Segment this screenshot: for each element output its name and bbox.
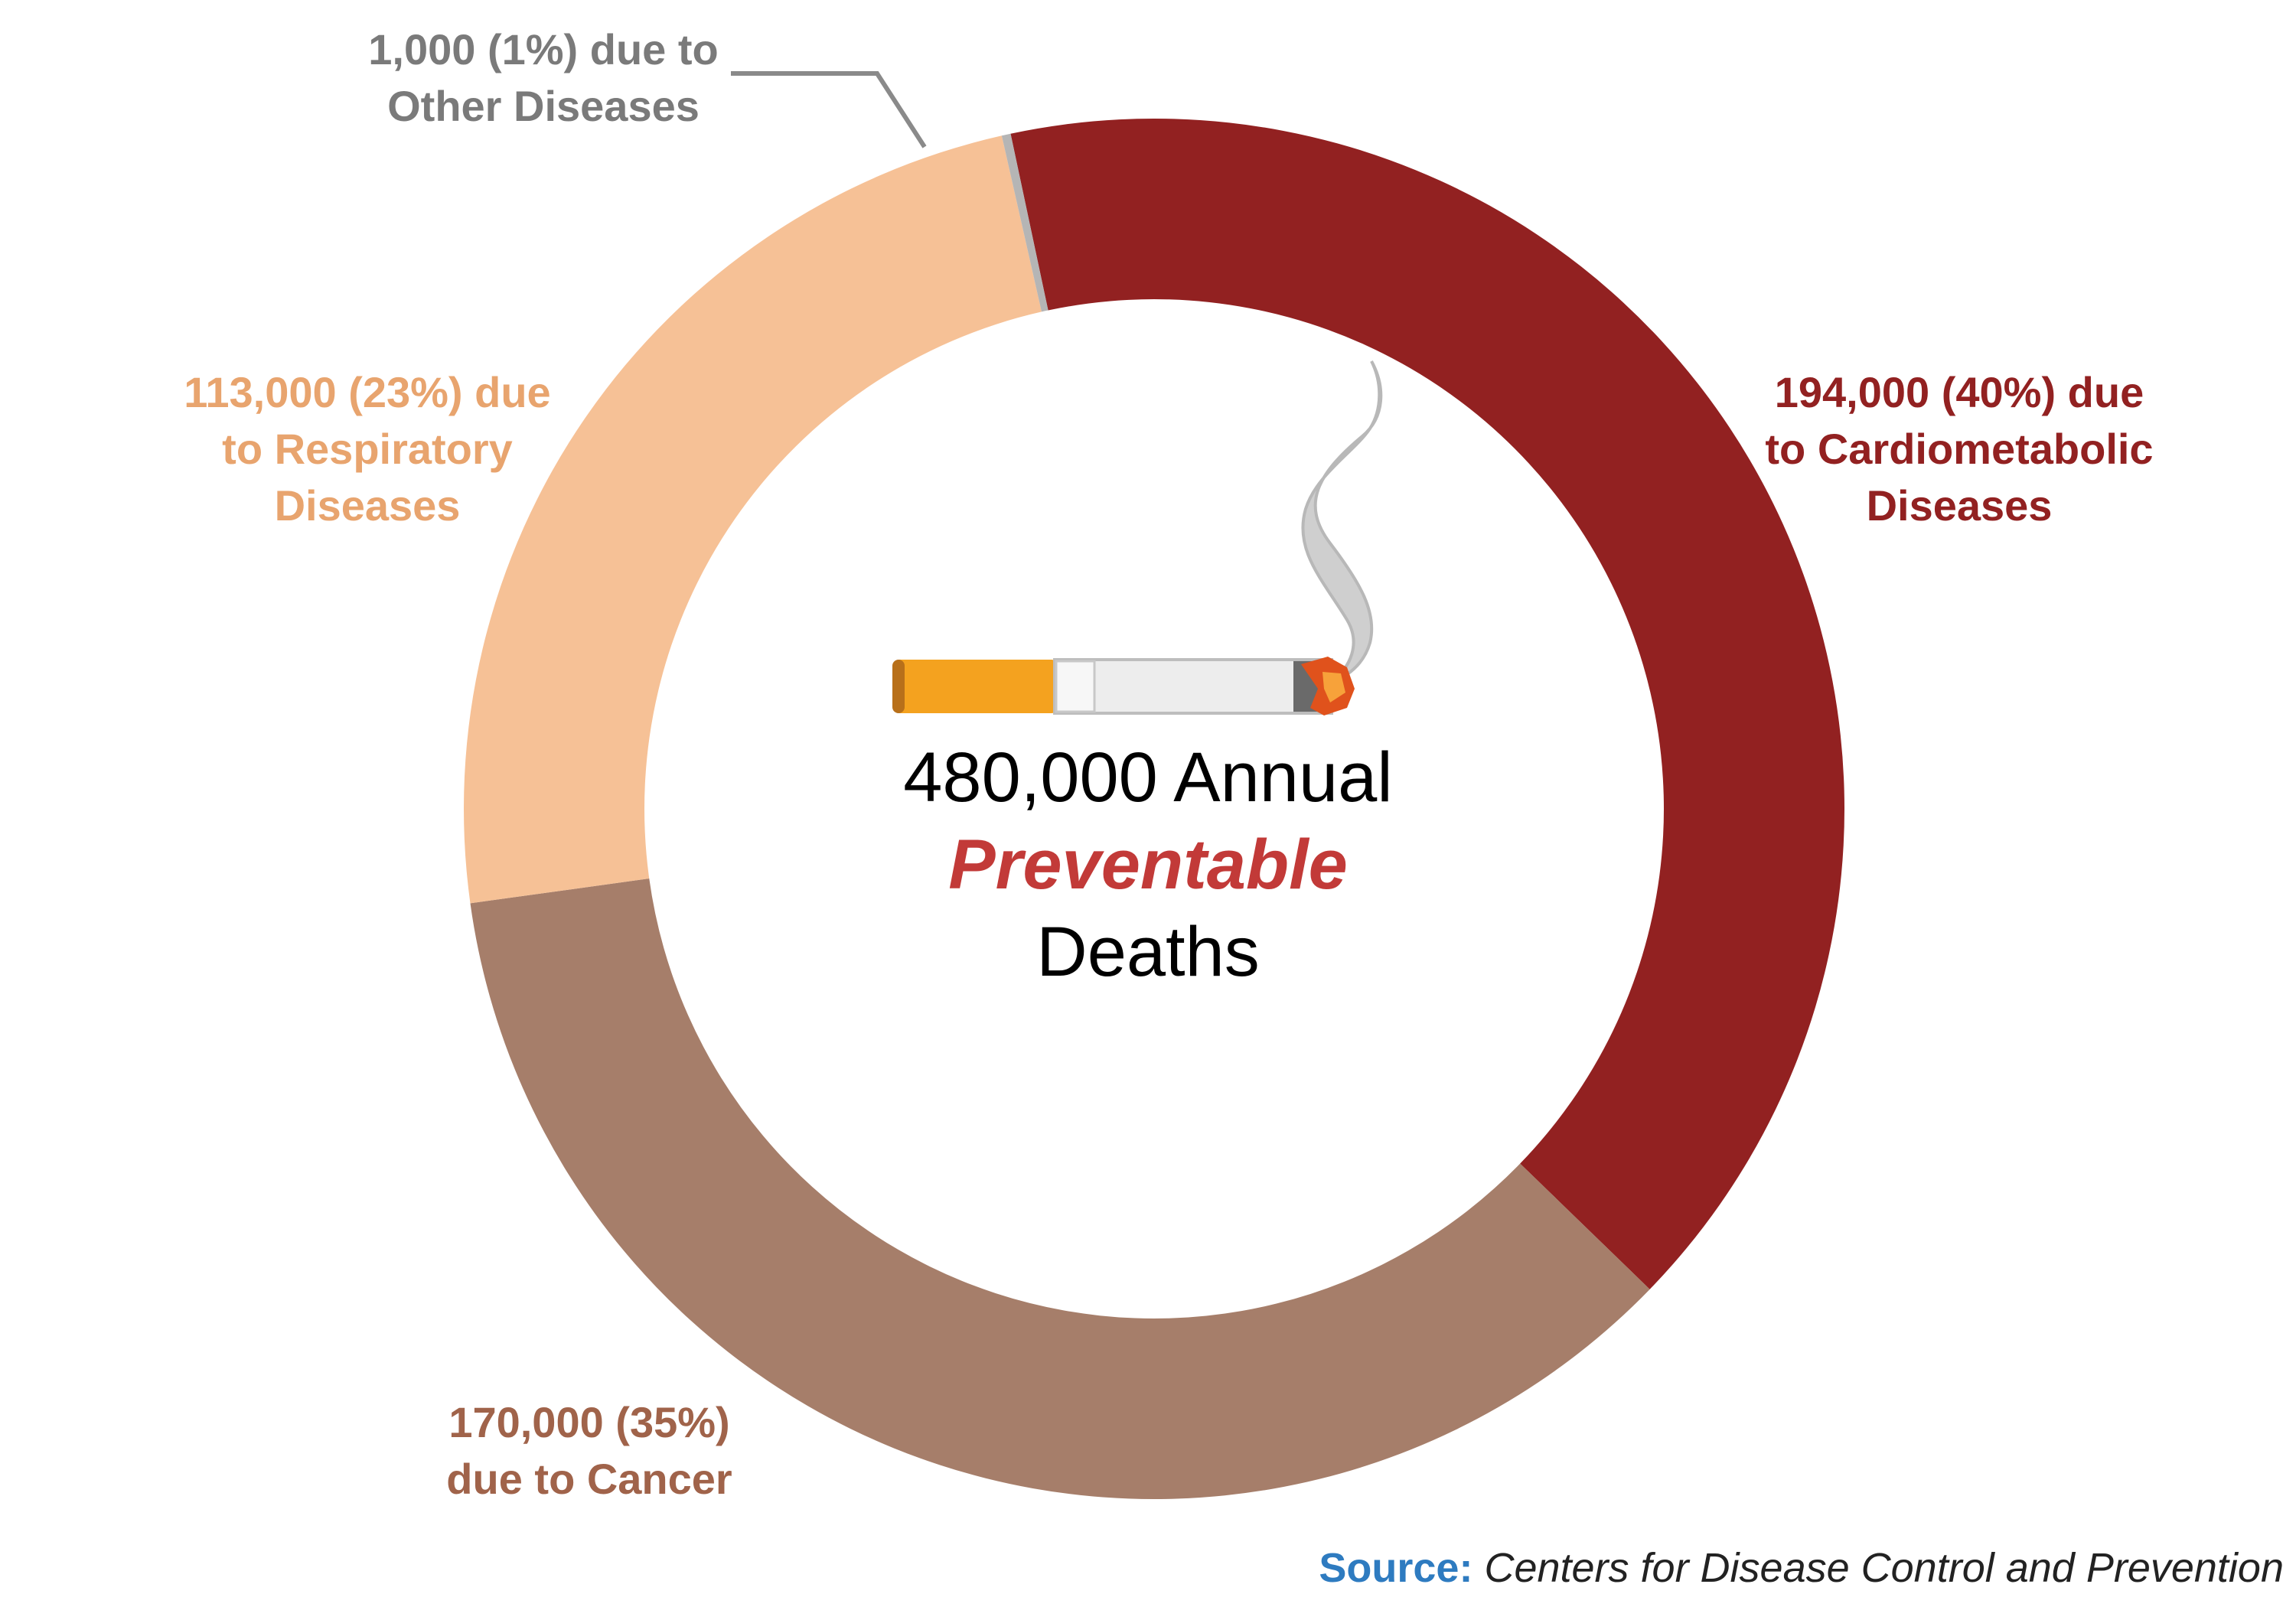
center-caption: Deaths [1036,913,1260,991]
cigarette-paper [1053,658,1333,715]
slice-respiratory [464,135,1042,904]
cigarette-filter [895,660,1056,713]
center-total: 480,000 Annual [903,738,1393,817]
slice-cardiometabolic [1010,118,1844,1289]
source-credit: Source: Centers for Disease Control and … [1319,1544,2284,1592]
cigarette-icon [892,360,1383,715]
source-label: Source: [1319,1545,1473,1591]
label-cardiometabolic: 194,000 (40%) due to Cardiometabolic Dis… [1765,368,2154,530]
center-emphasis: Preventable [948,826,1348,904]
smoke-icon [1301,360,1383,684]
source-text: Centers for Disease Control and Preventi… [1484,1545,2284,1591]
slice-cancer [470,878,1650,1499]
slice-other [1001,133,1049,312]
label-cancer: 170,000 (35%) due to Cancer [446,1398,732,1503]
other-diseases-leader-line [731,71,927,148]
label-other: 1,000 (1%) due to Other Diseases [368,25,719,130]
donut-slices [464,118,1844,1499]
label-respiratory: 113,000 (23%) due to Respiratory Disease… [184,368,551,530]
